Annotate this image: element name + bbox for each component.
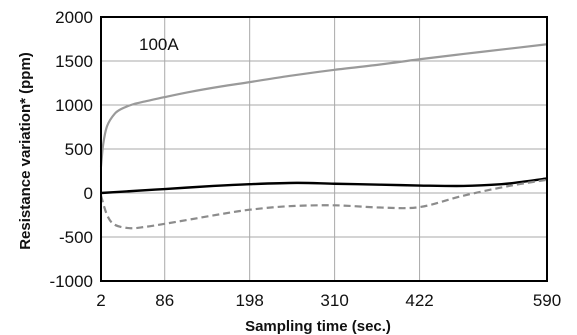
x-tick-label: 198 (235, 291, 263, 310)
y-tick-labels: -1000 -500 0 500 1000 1500 2000 (50, 8, 93, 291)
x-tick-label: 310 (320, 291, 348, 310)
x-tick-label: 86 (155, 291, 174, 310)
x-tick-label: 590 (533, 291, 561, 310)
y-tick-label: 1500 (55, 52, 93, 71)
y-tick-label: 2000 (55, 8, 93, 27)
series-line-1 (99, 43, 548, 167)
x-tick-label: 422 (405, 291, 433, 310)
series-line-3 (99, 178, 548, 230)
y-tick-label: 1000 (55, 96, 93, 115)
curve-annotation: 100A (139, 35, 179, 54)
series-line-2 (100, 177, 548, 195)
y-tick-label: -1000 (50, 272, 93, 291)
y-tick-label: 0 (84, 184, 93, 203)
x-tick-labels: 2 86 198 310 422 590 (96, 291, 561, 310)
series-lines (99, 43, 548, 230)
y-tick-label: 500 (65, 140, 93, 159)
x-tick-label: 2 (96, 291, 105, 310)
plot-frame (100, 16, 548, 282)
y-axis-title: Resistance variation* (ppm) (17, 52, 34, 250)
y-tick-label: -500 (59, 228, 93, 247)
grid (101, 17, 547, 281)
x-axis-title: Sampling time (sec.) (245, 318, 391, 335)
